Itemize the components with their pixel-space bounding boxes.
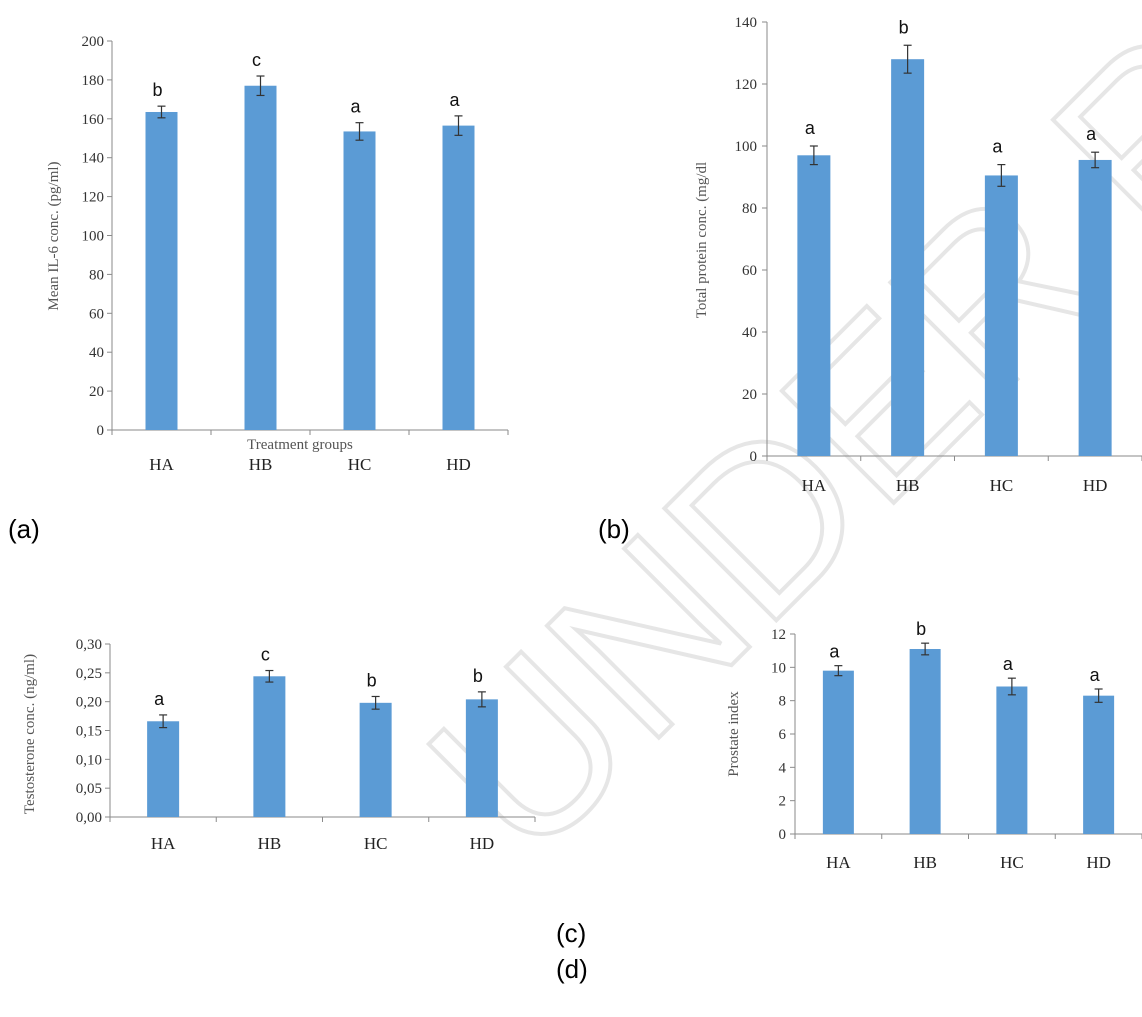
x-category-label: HA bbox=[826, 853, 851, 872]
chart-panel-c: 0,00 0,05 0,10 0,15 0,20 0,25 0,30 a HA c HB b HC b HD… bbox=[22, 637, 536, 853]
y-tick-label: 0,30 bbox=[76, 637, 102, 653]
panel-label-a: (a) bbox=[8, 514, 40, 544]
x-category-label: HB bbox=[896, 476, 920, 495]
y-tick-label: 4 bbox=[779, 760, 787, 776]
bar-hd bbox=[465, 699, 498, 817]
bar-hd bbox=[1083, 695, 1115, 834]
y-tick-label: 12 bbox=[771, 627, 786, 643]
bar-ha bbox=[147, 721, 180, 817]
y-axis-title: Testosterone conc. (ng/ml) bbox=[22, 654, 38, 814]
significance-letter: c bbox=[261, 645, 270, 665]
significance-letter: a bbox=[154, 689, 165, 709]
bar-hc bbox=[996, 686, 1028, 834]
y-tick-label: 140 bbox=[735, 15, 758, 31]
panel-label-c: (c) bbox=[556, 918, 586, 948]
y-tick-label: 160 bbox=[82, 112, 105, 128]
bar-hb bbox=[891, 59, 925, 456]
bar-hc bbox=[359, 702, 392, 817]
chart-panel-d: 0 2 4 6 8 10 12 a HA b HB a HC a HD Prostate index bbox=[726, 619, 1142, 872]
x-category-label: HC bbox=[1000, 853, 1024, 872]
y-axis-title: Prostate index bbox=[726, 691, 742, 777]
panel-label-b: (b) bbox=[598, 514, 630, 544]
y-tick-label: 0,05 bbox=[76, 781, 102, 797]
y-tick-label: 100 bbox=[735, 139, 758, 155]
y-tick-label: 10 bbox=[771, 660, 786, 676]
x-category-label: HC bbox=[990, 476, 1014, 495]
y-tick-label: 0,25 bbox=[76, 666, 102, 682]
x-category-label: HD bbox=[446, 455, 471, 474]
y-tick-label: 0,10 bbox=[76, 752, 102, 768]
y-tick-label: 120 bbox=[82, 190, 105, 206]
bar-hb bbox=[244, 85, 277, 431]
bar-ha bbox=[797, 155, 831, 457]
bar-hc bbox=[343, 131, 376, 430]
significance-letter: b bbox=[899, 17, 909, 37]
x-category-label: HB bbox=[258, 834, 282, 853]
significance-letter: a bbox=[1090, 665, 1101, 685]
y-tick-label: 0,20 bbox=[76, 695, 102, 711]
significance-letter: b bbox=[473, 666, 483, 686]
y-axis-title: Total protein conc. (mg/dl bbox=[694, 162, 710, 318]
x-category-label: HB bbox=[249, 455, 273, 474]
y-tick-label: 0 bbox=[779, 827, 787, 843]
significance-letter: b bbox=[916, 619, 926, 639]
bar-hc bbox=[984, 175, 1018, 456]
y-tick-label: 80 bbox=[742, 201, 757, 217]
y-tick-label: 2 bbox=[779, 794, 787, 810]
bar-hd bbox=[442, 125, 475, 431]
y-tick-label: 100 bbox=[82, 229, 105, 245]
y-tick-label: 6 bbox=[779, 727, 787, 743]
y-tick-label: 140 bbox=[82, 151, 105, 167]
significance-letter: a bbox=[449, 90, 460, 110]
y-tick-label: 180 bbox=[82, 73, 105, 89]
bar-hb bbox=[909, 649, 941, 834]
x-category-label: HD bbox=[1083, 476, 1108, 495]
significance-letter: b bbox=[152, 80, 162, 100]
y-tick-label: 80 bbox=[89, 267, 104, 283]
x-category-label: HA bbox=[802, 476, 827, 495]
y-tick-label: 0,00 bbox=[76, 810, 102, 826]
panel-label-d: (d) bbox=[556, 954, 588, 984]
y-tick-label: 20 bbox=[742, 387, 757, 403]
y-tick-label: 0 bbox=[97, 423, 105, 439]
x-category-label: HA bbox=[149, 455, 174, 474]
chart-panel-a: 0 20 40 60 80 100 120 140 160 180 200 b HA c HB a HC a HD M… bbox=[46, 34, 509, 474]
significance-letter: a bbox=[1003, 654, 1014, 674]
x-axis-title: Treatment groups bbox=[247, 437, 353, 453]
bar-ha bbox=[145, 111, 178, 431]
y-tick-label: 120 bbox=[735, 77, 758, 93]
significance-letter: b bbox=[367, 670, 377, 690]
significance-letter: a bbox=[350, 97, 361, 117]
y-tick-label: 20 bbox=[89, 384, 104, 400]
x-category-label: HA bbox=[151, 834, 176, 853]
x-category-label: HB bbox=[913, 853, 937, 872]
bar-ha bbox=[822, 670, 854, 834]
significance-letter: a bbox=[1086, 124, 1097, 144]
x-category-label: HC bbox=[348, 455, 372, 474]
y-tick-label: 200 bbox=[82, 34, 105, 50]
y-tick-label: 40 bbox=[89, 345, 104, 361]
x-category-label: HD bbox=[1086, 853, 1111, 872]
y-tick-label: 0,15 bbox=[76, 724, 102, 740]
y-tick-label: 60 bbox=[89, 306, 104, 322]
y-tick-label: 8 bbox=[779, 694, 787, 710]
significance-letter: a bbox=[992, 137, 1003, 157]
x-category-label: HD bbox=[470, 834, 495, 853]
bar-hd bbox=[1078, 159, 1112, 456]
bar-hb bbox=[253, 676, 286, 817]
chart-panel-b: 0 20 40 60 80 100 120 140 a HA b HB a HC a HD Total prot… bbox=[694, 15, 1142, 495]
y-tick-label: 0 bbox=[750, 449, 758, 465]
significance-letter: c bbox=[252, 50, 261, 70]
significance-letter: a bbox=[805, 118, 816, 138]
y-tick-label: 40 bbox=[742, 325, 757, 341]
y-axis-title: Mean IL-6 conc. (pg/ml) bbox=[46, 161, 62, 310]
y-tick-label: 60 bbox=[742, 263, 757, 279]
x-category-label: HC bbox=[364, 834, 388, 853]
significance-letter: a bbox=[829, 642, 840, 662]
